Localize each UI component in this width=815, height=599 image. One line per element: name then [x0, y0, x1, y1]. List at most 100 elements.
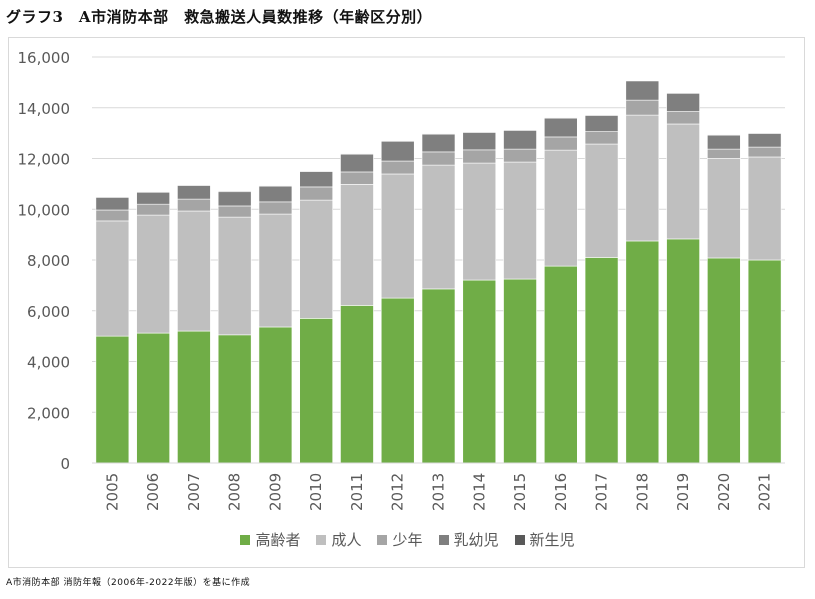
legend-item: 新生児 [514, 529, 575, 550]
bar-segment-少年 [462, 149, 497, 164]
legend-label: 新生児 [529, 531, 575, 549]
x-tick-label: 2006 [144, 473, 162, 511]
bar-stack-2018 [625, 80, 660, 464]
legend-item: 高齢者 [240, 529, 300, 550]
legend-swatch [316, 534, 327, 545]
y-tick-label: 6,000 [27, 303, 70, 321]
bar-stack-2014 [462, 131, 497, 464]
bar-segment-少年 [747, 146, 782, 158]
y-tick-label: 14,000 [18, 100, 71, 118]
bar-segment-成人 [666, 123, 700, 240]
bar-segment-成人 [380, 173, 415, 299]
bar-segment-成人 [543, 149, 578, 267]
y-tick-label: 8,000 [27, 252, 70, 270]
legend: 高齢者 成人 少年 乳幼児 新生児 [0, 529, 815, 550]
bar-stack-2009 [258, 185, 293, 464]
bar-segment-成人 [299, 199, 334, 319]
page-title: グラフ3 A市消防本部 救急搬送人員数推移（年齢区分別） [6, 8, 433, 26]
legend-swatch [438, 534, 449, 545]
bar-segment-成人 [503, 161, 537, 280]
y-tick-label: 16,000 [18, 49, 71, 67]
y-axis-ticks: 0 2,000 4,000 6,000 8,000 10,000 12,000 14,000 1… [18, 49, 71, 473]
bar-segment-乳幼児 [340, 153, 374, 173]
x-tick-label: 2015 [511, 473, 529, 511]
bar-segment-成人 [421, 164, 456, 290]
bar-segment-高齢者 [380, 297, 415, 464]
bar-segment-少年 [299, 186, 334, 201]
x-tick-label: 2014 [470, 473, 488, 511]
bar-segment-乳幼児 [707, 134, 741, 150]
bar-segment-成人 [707, 158, 741, 259]
legend-swatch [514, 534, 525, 545]
bar-segment-少年 [95, 209, 130, 222]
legend-label: 少年 [392, 531, 423, 549]
bar-stack-2021 [747, 132, 782, 464]
x-tick-label: 2011 [348, 473, 366, 511]
bar-segment-成人 [584, 143, 619, 258]
bar-segment-高齢者 [177, 330, 211, 464]
legend-swatch [377, 534, 388, 545]
y-tick-label: 12,000 [18, 151, 71, 169]
bar-stack-2012 [380, 140, 415, 464]
x-tick-label: 2020 [715, 473, 733, 511]
bar-segment-高齢者 [707, 257, 741, 464]
legend-item: 乳幼児 [438, 529, 499, 550]
legend-item: 少年 [377, 529, 423, 550]
legend-swatch [240, 534, 251, 545]
bar-segment-成人 [136, 214, 170, 334]
bar-segment-成人 [340, 184, 374, 306]
bar-segment-新生児 [217, 190, 252, 193]
bar-segment-乳幼児 [584, 115, 619, 132]
bars [95, 80, 782, 464]
bar-segment-高齢者 [462, 279, 497, 464]
bar-segment-少年 [666, 111, 700, 125]
bar-segment-乳幼児 [503, 130, 537, 150]
bar-segment-高齢者 [503, 278, 537, 464]
bar-stack-2013 [421, 133, 456, 464]
bar-segment-成人 [462, 162, 497, 281]
bar-stack-2015 [503, 129, 537, 464]
bar-stack-2010 [299, 170, 334, 464]
bar-segment-乳幼児 [299, 171, 334, 188]
legend-label: 成人 [331, 531, 362, 549]
bar-segment-乳幼児 [217, 191, 252, 207]
y-tick-label: 4,000 [27, 354, 70, 372]
bar-stack-2008 [217, 190, 252, 464]
bar-segment-高齢者 [625, 240, 660, 464]
bar-segment-乳幼児 [666, 92, 700, 112]
legend-label: 高齢者 [255, 531, 301, 549]
x-tick-label: 2005 [103, 473, 121, 511]
bar-segment-少年 [543, 136, 578, 151]
bar-segment-乳幼児 [421, 133, 456, 153]
x-tick-label: 2008 [226, 473, 244, 511]
x-tick-label: 2021 [756, 473, 774, 511]
x-tick-label: 2017 [593, 473, 611, 511]
bar-segment-高齢者 [95, 335, 130, 464]
bar-segment-高齢者 [299, 318, 334, 464]
bar-segment-成人 [625, 114, 660, 242]
bar-segment-少年 [380, 160, 415, 175]
bar-segment-少年 [503, 148, 537, 163]
x-axis-ticks: 2005 2006 2007 2008 2009 2010 2011 2012 2013 2014… [92, 462, 785, 511]
legend-item: 成人 [316, 529, 361, 550]
bar-segment-成人 [747, 156, 782, 261]
bar-segment-成人 [95, 220, 130, 337]
bar-segment-乳幼児 [543, 117, 578, 138]
bar-segment-乳幼児 [95, 197, 130, 211]
bar-segment-少年 [340, 171, 374, 185]
bar-segment-高齢者 [421, 288, 456, 464]
bar-stack-2017 [584, 114, 619, 464]
x-tick-label: 2018 [633, 473, 651, 511]
x-tick-label: 2019 [674, 473, 692, 511]
x-tick-label: 2009 [266, 473, 284, 511]
bar-segment-乳幼児 [258, 185, 293, 203]
bar-segment-少年 [258, 201, 293, 215]
bar-segment-高齢者 [666, 238, 700, 464]
bar-segment-少年 [707, 148, 741, 159]
chart-frame [8, 37, 805, 568]
bar-segment-少年 [177, 198, 211, 212]
bar-stack-2019 [666, 92, 700, 464]
x-tick-label: 2007 [185, 473, 203, 511]
x-tick-label: 2012 [389, 473, 407, 511]
